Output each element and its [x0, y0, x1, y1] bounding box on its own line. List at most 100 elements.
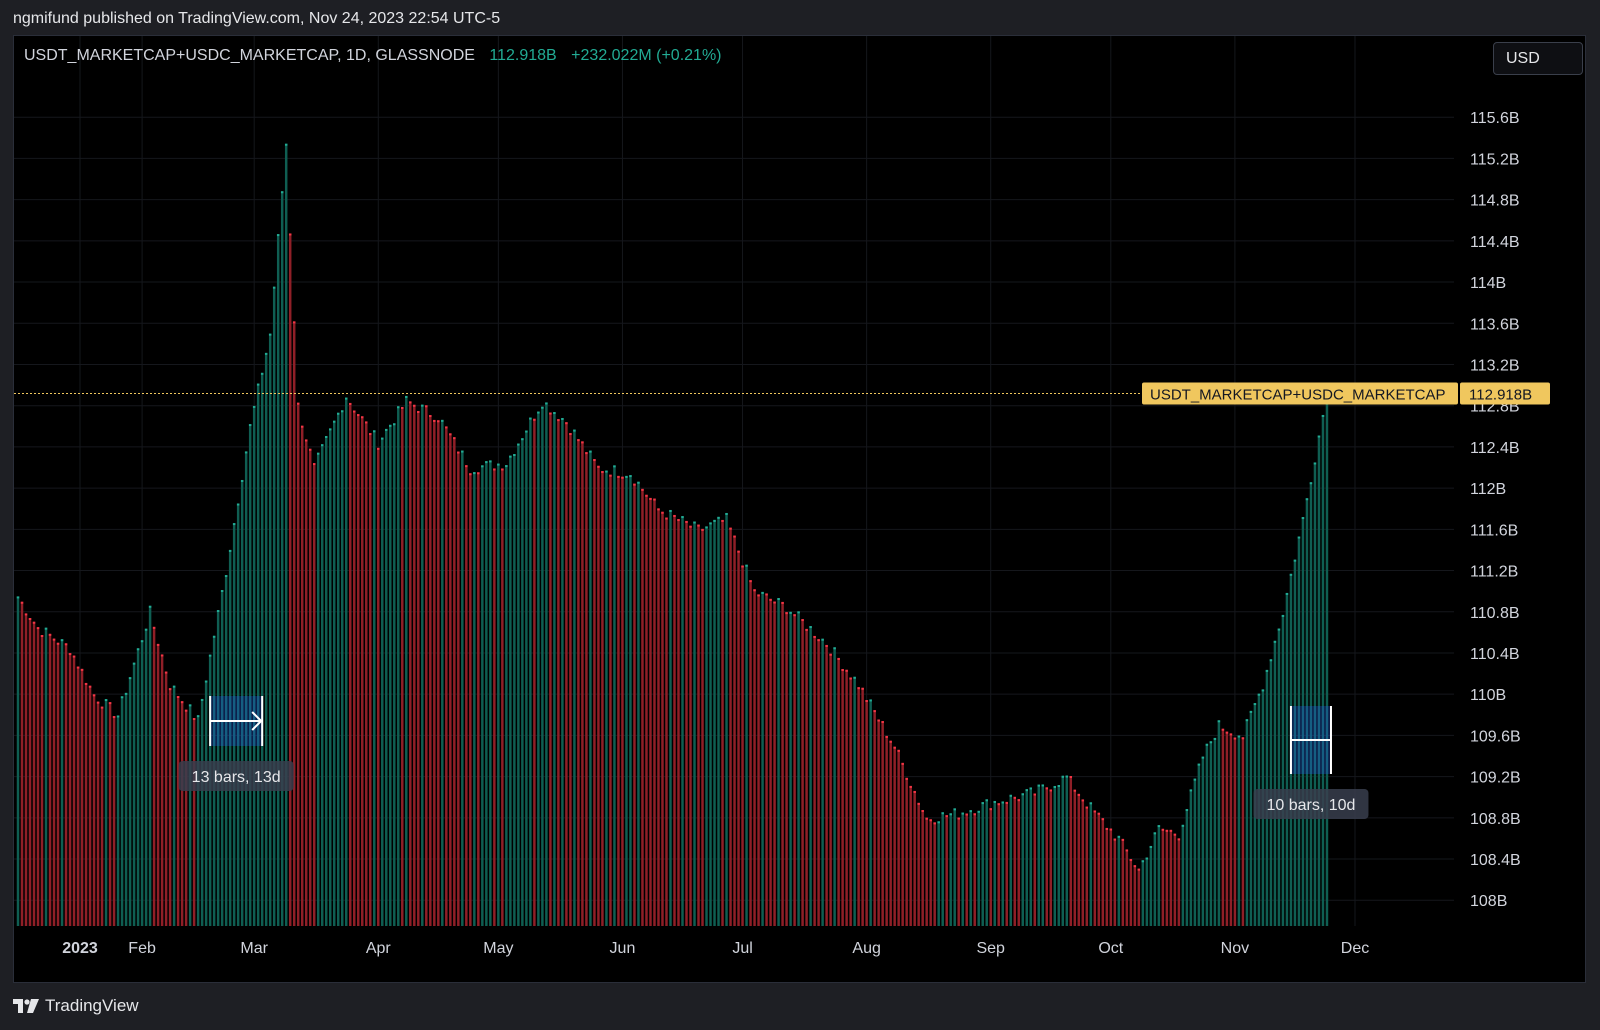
data-bar	[52, 638, 56, 926]
data-bar-cap	[373, 430, 376, 433]
data-bar-cap	[264, 352, 268, 355]
data-bar-cap	[689, 525, 692, 528]
data-bar-cap	[865, 700, 868, 703]
data-bar-cap	[128, 677, 132, 680]
y-tick-label: 110.4B	[1470, 646, 1520, 663]
data-bar	[100, 706, 104, 926]
chart-plot[interactable]: 115.6B 115.2B 114.8B 114.4B 114B 113.6B 113.2B…	[14, 36, 1585, 982]
data-bar	[1025, 789, 1028, 926]
data-bar-cap	[1005, 801, 1008, 804]
data-bar-cap	[361, 416, 364, 419]
data-bar-cap	[749, 580, 752, 583]
series-legend[interactable]: USDT_MARKETCAP+USDC_MARKETCAP, 1D, GLASS…	[24, 47, 722, 65]
data-bar-cap	[497, 463, 500, 466]
data-bar	[917, 802, 920, 926]
data-bar	[897, 749, 900, 926]
data-bar-cap	[176, 696, 180, 699]
data-bar	[621, 476, 624, 926]
data-bar	[853, 676, 856, 926]
currency-button[interactable]: USD	[1493, 42, 1583, 75]
data-bar	[192, 718, 196, 926]
data-bar-cap	[304, 439, 308, 442]
data-bar	[845, 669, 848, 926]
data-bar	[381, 437, 384, 926]
data-bar	[68, 653, 72, 926]
data-bar	[1165, 829, 1169, 926]
data-bar	[1281, 614, 1285, 926]
data-bar	[813, 635, 816, 926]
chart-panel[interactable]: 115.6B 115.2B 114.8B 114.4B 114B 113.6B 113.2B…	[13, 35, 1586, 983]
data-bar-cap	[441, 419, 444, 422]
data-bar	[148, 605, 152, 926]
data-bar	[869, 699, 872, 926]
data-bar	[353, 410, 356, 926]
data-bar-cap	[1165, 829, 1169, 832]
data-bar-cap	[1197, 763, 1201, 766]
data-bar	[1089, 802, 1093, 926]
data-bar-cap	[1089, 802, 1093, 805]
data-bar	[833, 647, 836, 926]
data-bar	[461, 450, 464, 926]
data-bar	[240, 479, 244, 926]
data-bar	[717, 516, 720, 926]
measure-label-bg	[1253, 789, 1369, 819]
data-bar	[613, 465, 616, 926]
data-bar-cap	[473, 472, 476, 475]
data-bar-cap	[745, 564, 748, 567]
data-bar	[84, 682, 88, 926]
data-bar-cap	[705, 526, 708, 529]
data-bar-cap	[1029, 787, 1032, 790]
data-bar-cap	[1065, 775, 1069, 778]
data-bar	[1213, 737, 1217, 926]
data-bar-cap	[44, 627, 48, 630]
data-bar	[681, 516, 684, 926]
data-bar-cap	[256, 383, 260, 386]
data-bar	[413, 404, 416, 926]
data-bar-cap	[577, 439, 580, 442]
data-bar-cap	[68, 653, 72, 656]
data-bar	[1069, 776, 1073, 926]
y-tick-label: 108.4B	[1470, 852, 1521, 869]
data-bar-cap	[413, 404, 416, 407]
data-bar-cap	[1009, 794, 1012, 797]
footer-brand[interactable]: TradingView	[13, 996, 139, 1016]
data-bar	[48, 633, 52, 926]
y-tick-label: 110.8B	[1470, 605, 1520, 622]
data-bar-cap	[1133, 865, 1137, 868]
data-bar	[1177, 838, 1181, 926]
series-name-label: USDT_MARKETCAP+USDC_MARKETCAP	[1150, 387, 1445, 404]
data-bar	[993, 800, 996, 926]
data-bar	[421, 404, 424, 926]
data-bar-cap	[1021, 793, 1024, 796]
data-bar	[369, 433, 372, 926]
data-bar	[16, 596, 20, 926]
data-bar	[28, 618, 32, 926]
data-bar-cap	[180, 701, 184, 704]
data-bar	[761, 591, 764, 926]
x-tick-label: May	[483, 940, 513, 957]
data-bar-cap	[513, 454, 516, 457]
data-bar	[441, 419, 444, 926]
data-bar-cap	[421, 404, 424, 407]
data-bar-cap	[549, 412, 552, 415]
data-bar	[829, 653, 832, 926]
data-bar-cap	[881, 721, 884, 724]
data-bar-cap	[1209, 741, 1213, 744]
data-bar	[268, 333, 272, 927]
data-bar-cap	[793, 614, 796, 617]
data-bar-cap	[108, 702, 112, 705]
data-bar-cap	[841, 669, 844, 672]
data-bar	[469, 473, 472, 926]
data-bar-cap	[901, 762, 904, 765]
data-bar-cap	[873, 710, 876, 713]
data-bar-cap	[461, 450, 464, 453]
data-bar	[753, 589, 756, 926]
data-bar	[633, 483, 636, 926]
data-bar	[1093, 810, 1097, 926]
data-bar	[933, 822, 936, 926]
data-bar	[513, 454, 516, 926]
data-bar	[725, 512, 728, 926]
data-bar-cap	[1049, 789, 1053, 792]
data-bar-cap	[609, 474, 612, 477]
data-bar	[1141, 860, 1145, 926]
